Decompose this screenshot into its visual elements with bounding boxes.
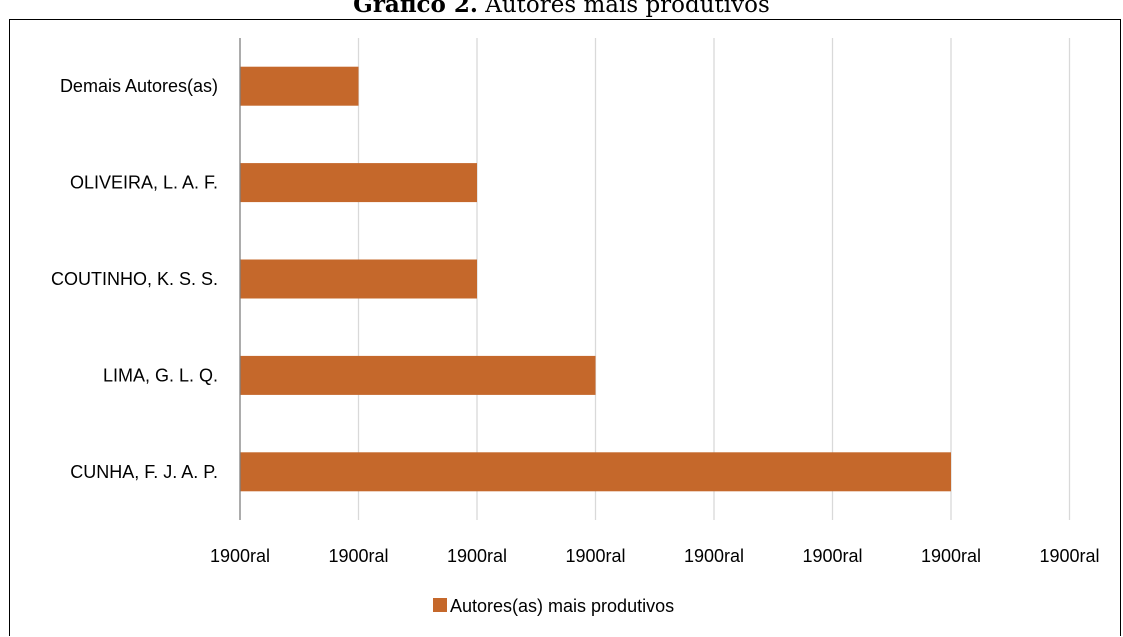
x-tick-labels: 1900ral 1900ral 1900ral 1900ral 1900ral 1900r… xyxy=(210,546,1100,566)
bars xyxy=(240,66,951,492)
category-label: OLIVEIRA, L. A. F. xyxy=(70,173,218,193)
x-tick-label: 1900ral xyxy=(210,546,270,566)
x-tick-label: 1900ral xyxy=(684,546,744,566)
x-tick-label: 1900ral xyxy=(1039,546,1099,566)
legend-label: Autores(as) mais produtivos xyxy=(450,596,674,616)
bar xyxy=(240,66,359,106)
x-tick-label: 1900ral xyxy=(447,546,507,566)
x-tick-label: 1900ral xyxy=(565,546,625,566)
category-label: LIMA, G. L. Q. xyxy=(103,365,218,385)
legend: Autores(as) mais produtivos xyxy=(433,596,674,616)
bar xyxy=(240,452,951,492)
x-tick-label: 1900ral xyxy=(802,546,862,566)
x-tick-label: 1900ral xyxy=(328,546,388,566)
bar xyxy=(240,355,596,395)
x-tick-label: 1900ral xyxy=(921,546,981,566)
chart-frame xyxy=(9,19,1121,636)
category-labels: Demais Autores(as) OLIVEIRA, L. A. F. COUT… xyxy=(51,76,218,482)
legend-swatch xyxy=(433,598,447,612)
chart-title: Gráfico 2. Autores mais produtivos xyxy=(0,0,1123,19)
chart-title-bold: Gráfico 2. xyxy=(353,0,478,18)
grid-lines xyxy=(357,38,1071,520)
bar xyxy=(240,163,477,203)
category-label: CUNHA, F. J. A. P. xyxy=(70,462,218,482)
category-label: COUTINHO, K. S. S. xyxy=(51,269,218,289)
category-label: Demais Autores(as) xyxy=(60,76,218,96)
chart-title-rest: Autores mais produtivos xyxy=(477,0,770,18)
bar xyxy=(240,259,477,299)
